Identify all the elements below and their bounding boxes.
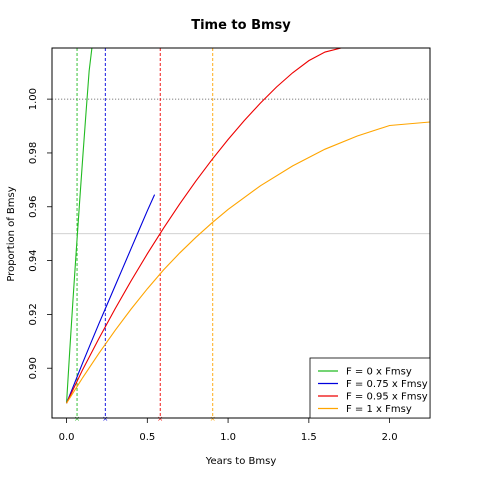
- legend-label-0: F = 0 x Fmsy: [346, 367, 412, 378]
- legend-label-2: F = 0.95 x Fmsy: [346, 392, 428, 403]
- series-line-2: [66, 48, 345, 404]
- time-to-bmsy-marker-3: ×: [210, 415, 216, 423]
- series-line-1: [66, 194, 156, 404]
- series-markers: × × × ×: [74, 415, 216, 423]
- reference-vertical-lines: [76, 48, 214, 418]
- y-tick-label-0: 0.90: [28, 357, 39, 379]
- x-tick-label-2: 1.0: [220, 432, 236, 443]
- legend-label-1: F = 0.75 x Fmsy: [346, 379, 428, 390]
- x-axis-label: Years to Bmsy: [205, 456, 277, 467]
- series-line-3: [66, 121, 430, 404]
- y-axis-label: Proportion of Bmsy: [6, 186, 17, 281]
- x-tick-label-4: 2.0: [382, 432, 398, 443]
- x-tick-label-0: 0.0: [59, 432, 75, 443]
- time-to-bmsy-marker-2: ×: [157, 415, 163, 423]
- reference-lines: [52, 98, 430, 235]
- y-tick-label-2: 0.94: [28, 249, 39, 271]
- legend-label-3: F = 1 x Fmsy: [346, 404, 412, 415]
- x-axis-ticks: 0.0 0.5 1.0 1.5 2.0: [59, 418, 398, 443]
- y-tick-label-3: 0.96: [28, 196, 39, 218]
- series-line-0: [65, 48, 93, 404]
- x-tick-label-3: 1.5: [301, 432, 317, 443]
- x-tick-label-1: 0.5: [139, 432, 155, 443]
- y-axis-ticks: 0.90 0.92 0.94 0.96 0.98 1.00: [28, 88, 52, 379]
- chart-title: Time to Bmsy: [191, 18, 291, 33]
- y-tick-label-5: 1.00: [28, 88, 39, 110]
- y-tick-label-1: 0.92: [28, 303, 39, 325]
- y-tick-label-4: 0.98: [28, 142, 39, 164]
- time-to-bmsy-marker-0: ×: [74, 415, 80, 423]
- series-lines: [65, 48, 430, 404]
- plot-frame: [51, 47, 431, 419]
- time-to-bmsy-marker-1: ×: [102, 415, 108, 423]
